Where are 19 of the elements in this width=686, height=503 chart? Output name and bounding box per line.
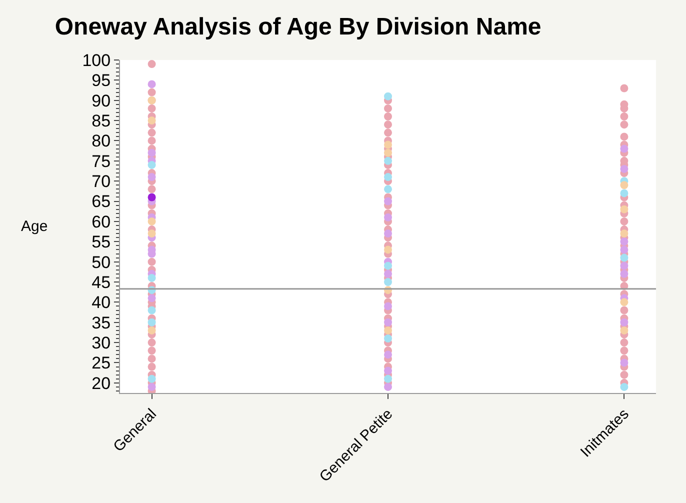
y-tick-label: 100 — [82, 50, 111, 70]
y-tick-label: 35 — [92, 313, 111, 332]
y-tick-label: 85 — [92, 112, 111, 130]
y-tick-label: 80 — [92, 132, 111, 151]
y-tick-label: 70 — [92, 172, 111, 192]
y-tick-label: 60 — [92, 212, 111, 232]
y-tick-label: 40 — [92, 293, 111, 312]
y-tick-label: 20 — [92, 374, 111, 393]
y-tick-label: 65 — [92, 192, 111, 212]
y-tick-label: 50 — [92, 252, 111, 272]
chart-title: Oneway Analysis of Age By Division Name — [54, 13, 542, 40]
y-tick-label: 90 — [92, 91, 111, 110]
y-axis-title: Age — [21, 218, 48, 235]
y-tick-label: 45 — [92, 272, 111, 292]
y-tick-label: 95 — [92, 71, 111, 90]
y-tick-label: 75 — [92, 152, 111, 171]
y-tick-label: 55 — [92, 232, 111, 252]
y-tick-label: 30 — [92, 334, 111, 352]
y-tick-label: 25 — [92, 354, 111, 373]
